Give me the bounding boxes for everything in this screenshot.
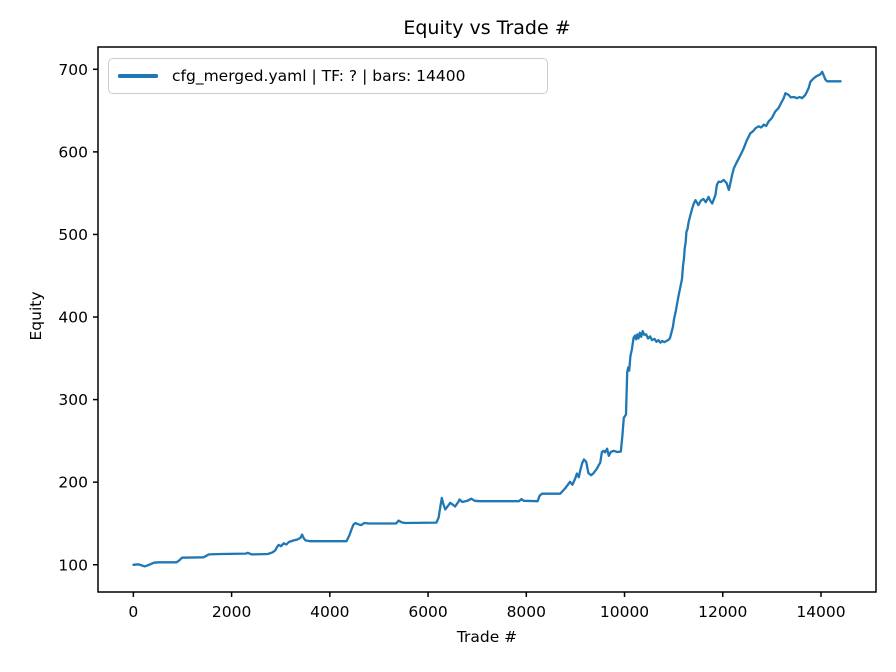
x-tick-label: 4000 (310, 603, 349, 621)
axes-frame (97, 46, 877, 593)
legend-line-sample (118, 74, 158, 78)
equity-line (132, 70, 842, 568)
x-tick-label: 2000 (212, 603, 251, 621)
y-tick-label: 500 (58, 226, 88, 244)
x-tick-label: 14000 (796, 603, 845, 621)
x-tick-label: 8000 (507, 603, 546, 621)
x-tick-label: 6000 (408, 603, 447, 621)
y-tick-label: 600 (58, 143, 88, 161)
y-tick-label: 200 (58, 474, 88, 492)
x-tick-label: 0 (128, 603, 138, 621)
y-axis-label: Equity (27, 291, 45, 341)
x-axis-label: Trade # (456, 628, 518, 646)
x-tick-label: 12000 (698, 603, 747, 621)
y-tick-label: 700 (58, 61, 88, 79)
x-tick-label: 10000 (600, 603, 649, 621)
chart-title: Equity vs Trade # (403, 17, 571, 39)
legend: cfg_merged.yaml | TF: ? | bars: 14400 (108, 58, 548, 94)
y-tick-label: 400 (58, 309, 88, 327)
y-tick-label: 100 (58, 556, 88, 574)
legend-label: cfg_merged.yaml | TF: ? | bars: 14400 (172, 67, 466, 85)
y-tick-label: 300 (58, 391, 88, 409)
